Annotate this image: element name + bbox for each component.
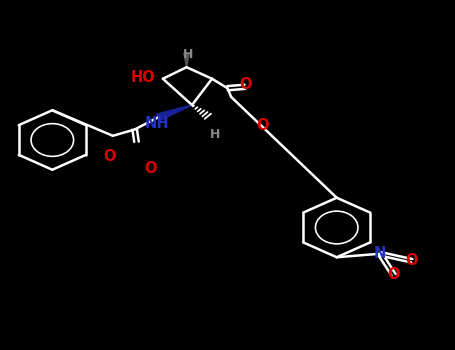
- Text: O: O: [144, 161, 157, 176]
- Text: O: O: [239, 77, 252, 92]
- Text: HO: HO: [131, 70, 156, 85]
- Text: N: N: [374, 246, 386, 261]
- Text: O: O: [257, 118, 269, 133]
- Polygon shape: [157, 105, 192, 120]
- Polygon shape: [184, 53, 189, 67]
- Text: O: O: [387, 267, 400, 282]
- Text: H: H: [183, 48, 193, 61]
- Text: H: H: [210, 128, 220, 141]
- Text: NH: NH: [145, 116, 169, 131]
- Text: O: O: [103, 149, 116, 164]
- Text: O: O: [405, 253, 418, 268]
